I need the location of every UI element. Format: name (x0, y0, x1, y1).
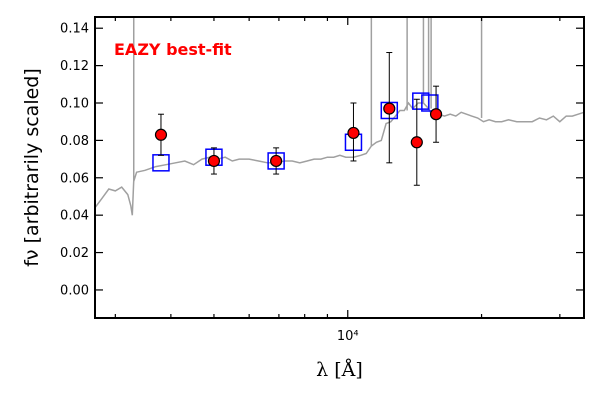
y-tick-label: 0.12 (60, 59, 89, 74)
axis-ticks-layer: 0.00 0.02 0.04 0.06 0.08 0.10 0.12 0.14 10⁴ (60, 17, 584, 344)
observed-point (347, 126, 360, 140)
y-tick-label: 0.02 (60, 246, 89, 261)
observed-point (383, 102, 396, 115)
model-photometry-square (421, 94, 439, 112)
observed-point (154, 128, 168, 141)
model-photometry-square (412, 92, 430, 110)
observed-point (429, 108, 443, 121)
model-photometry-square (152, 154, 170, 172)
model-photometry-layer (152, 92, 439, 172)
observed-point (270, 154, 283, 168)
y-axis-label: fν [arbitrarily scaled] (21, 68, 43, 267)
y-tick-label: 0.06 (60, 171, 89, 186)
plot-frame (94, 16, 585, 319)
observed-photometry-layer (154, 52, 443, 186)
y-tick-label: 0.04 (60, 209, 89, 224)
y-tick-label: 0.14 (60, 22, 89, 37)
y-tick-label: 0.08 (60, 134, 89, 149)
observed-point (207, 154, 221, 168)
x-tick-label: 10⁴ (337, 329, 359, 344)
x-axis-label: λ [Å] (316, 359, 363, 381)
y-tick-label: 0.00 (60, 283, 89, 298)
chart-annotation: EAZY best-fit (114, 40, 232, 59)
observed-point (410, 136, 423, 149)
y-tick-label: 0.10 (60, 97, 89, 112)
template-spectrum-line (94, 101, 585, 216)
